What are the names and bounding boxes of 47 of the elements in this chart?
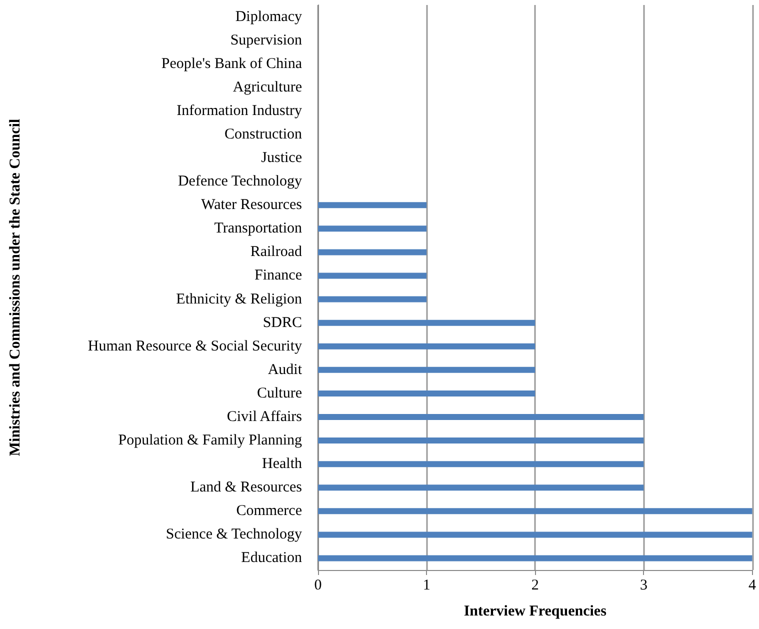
bar (318, 484, 644, 491)
y-tick-label: Agriculture (232, 79, 302, 96)
y-tick-label: Finance (254, 268, 302, 284)
y-tick-label: Commerce (236, 503, 302, 520)
bar (318, 343, 536, 350)
y-tick-label: Supervision (230, 32, 302, 48)
y-tick-label: Railroad (250, 244, 302, 260)
y-tick-label: Health (262, 456, 302, 472)
y-tick-label: Land & Resources (190, 480, 302, 496)
x-tick-label: 1 (422, 578, 430, 594)
y-tick-label: Construction (224, 126, 302, 142)
y-tick-label: Audit (268, 362, 303, 378)
bar (318, 320, 536, 326)
bar (318, 532, 752, 538)
x-tick-label: 4 (748, 578, 756, 594)
bar (318, 438, 644, 444)
y-tick-label: Diplomacy (235, 8, 302, 25)
y-tick-label: Population & Family Planning (118, 432, 302, 449)
y-tick-label: Justice (261, 150, 302, 166)
y-axis-title: Ministries and Commissions under the State Council (8, 118, 24, 456)
x-tick-label: 3 (640, 578, 648, 594)
bar (318, 272, 427, 279)
y-tick-label: Defence Technology (178, 174, 302, 190)
y-tick-label: Ethnicity & Religion (176, 291, 302, 308)
bar (318, 508, 752, 514)
bar (318, 249, 427, 256)
bar (318, 555, 752, 562)
x-axis-title: Interview Frequencies (464, 604, 607, 620)
y-tick-label: Civil Affairs (226, 408, 302, 425)
bar (318, 414, 644, 420)
y-tick-label: SDRC (262, 314, 302, 331)
x-tick-label: 2 (531, 578, 539, 594)
y-tick-label: Transportation (214, 220, 302, 237)
bar (318, 226, 427, 232)
y-tick-label: People's Bank of China (161, 56, 302, 72)
y-tick-label: Education (241, 550, 302, 566)
bar (318, 202, 427, 208)
bar (318, 390, 536, 396)
y-tick-label: Water Resources (201, 197, 302, 214)
y-tick-label: Human Resource & Social Security (88, 338, 302, 354)
bar (318, 366, 536, 373)
x-tick-label: 0 (314, 578, 322, 594)
bar (318, 461, 644, 468)
y-tick-label: Information Industry (176, 102, 302, 119)
bar (318, 296, 427, 302)
y-tick-label: Culture (257, 385, 302, 402)
y-tick-label: Science & Technology (166, 526, 302, 543)
